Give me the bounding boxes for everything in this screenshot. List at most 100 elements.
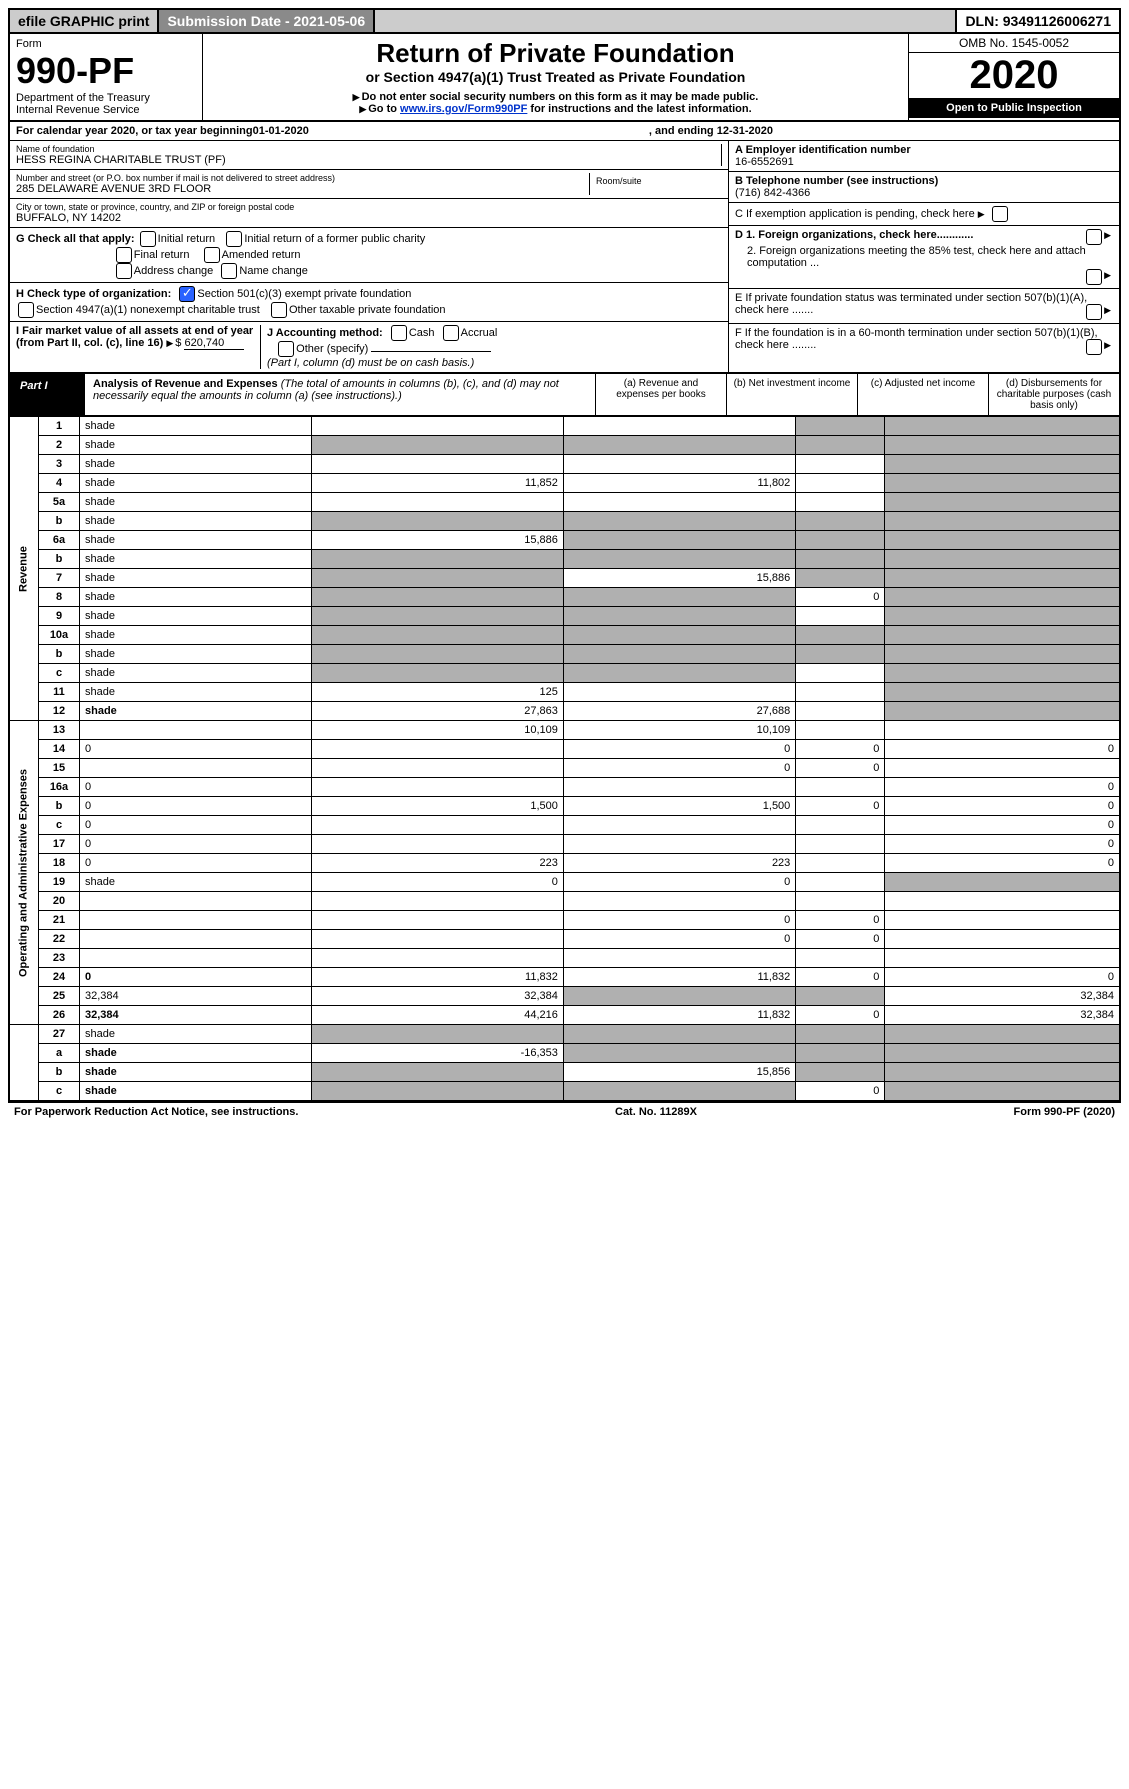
foundation-name: HESS REGINA CHARITABLE TRUST (PF)	[16, 154, 721, 166]
cell-shaded	[563, 1082, 795, 1102]
line-number: 25	[39, 987, 80, 1006]
info-right: A Employer identification number 16-6552…	[728, 141, 1119, 372]
cell-shaded	[796, 987, 885, 1006]
efile-label: efile GRAPHIC print	[10, 10, 159, 32]
line-number: 6a	[39, 531, 80, 550]
line-desc: shade	[80, 645, 312, 664]
4947-checkbox[interactable]	[18, 302, 34, 318]
cell-value: 32,384	[312, 987, 563, 1006]
name-change-checkbox[interactable]	[221, 263, 237, 279]
cell-shaded	[885, 645, 1120, 664]
cell-shaded	[796, 626, 885, 645]
line-number: 19	[39, 873, 80, 892]
cell-value	[563, 683, 795, 702]
line-number: 27	[39, 1025, 80, 1044]
phone-value: (716) 842-4366	[735, 187, 810, 199]
cell-shaded	[563, 626, 795, 645]
cell-value: 1,500	[563, 797, 795, 816]
cell-shaded	[563, 607, 795, 626]
initial-public-checkbox[interactable]	[226, 231, 242, 247]
cell-shaded	[885, 569, 1120, 588]
table-row: 1500	[9, 759, 1120, 778]
line-desc: shade	[80, 1063, 312, 1082]
other-method-checkbox[interactable]	[278, 341, 294, 357]
line-desc: shade	[80, 550, 312, 569]
cell-value: 0	[885, 778, 1120, 797]
a-box: A Employer identification number 16-6552…	[729, 141, 1119, 172]
f-checkbox[interactable]	[1086, 339, 1102, 355]
cell-value	[796, 949, 885, 968]
address-change-checkbox[interactable]	[116, 263, 132, 279]
cell-shaded	[885, 1063, 1120, 1082]
info-left: Name of foundation HESS REGINA CHARITABL…	[10, 141, 728, 372]
part1-desc: Analysis of Revenue and Expenses (The to…	[85, 374, 595, 415]
part1-label: Part I	[10, 374, 85, 415]
line-desc: shade	[80, 455, 312, 474]
cell-value	[563, 455, 795, 474]
line-number: 13	[39, 721, 80, 740]
cell-shaded	[885, 531, 1120, 550]
cell-value	[796, 455, 885, 474]
cell-shaded	[312, 1082, 563, 1102]
cell-value	[312, 455, 563, 474]
cell-value: 0	[796, 740, 885, 759]
cash-checkbox[interactable]	[391, 325, 407, 341]
header-center: Return of Private Foundation or Section …	[203, 34, 908, 120]
cell-shaded	[796, 1044, 885, 1063]
note-ssn: Do not enter social security numbers on …	[213, 91, 898, 103]
cell-value	[312, 892, 563, 911]
cell-shaded	[796, 550, 885, 569]
table-row: 2100	[9, 911, 1120, 930]
cell-shaded	[312, 607, 563, 626]
d1-checkbox[interactable]	[1086, 229, 1102, 245]
line-number: b	[39, 512, 80, 531]
table-row: 16a00	[9, 778, 1120, 797]
cell-shaded	[885, 626, 1120, 645]
amended-return-checkbox[interactable]	[204, 247, 220, 263]
cell-shaded	[563, 1025, 795, 1044]
cell-value: 27,688	[563, 702, 795, 721]
exemption-checkbox[interactable]	[992, 206, 1008, 222]
cell-shaded	[885, 1044, 1120, 1063]
cell-shaded	[796, 645, 885, 664]
cell-shaded	[885, 607, 1120, 626]
cell-shaded	[796, 569, 885, 588]
cell-value	[312, 759, 563, 778]
final-return-checkbox[interactable]	[116, 247, 132, 263]
irs-link[interactable]: www.irs.gov/Form990PF	[400, 103, 527, 115]
cell-value: 15,856	[563, 1063, 795, 1082]
form-header: Form 990-PF Department of the Treasury I…	[8, 34, 1121, 122]
cell-shaded	[796, 531, 885, 550]
accrual-checkbox[interactable]	[443, 325, 459, 341]
header-left: Form 990-PF Department of the Treasury I…	[10, 34, 203, 120]
cell-shaded	[563, 531, 795, 550]
cell-value	[312, 740, 563, 759]
line-desc	[80, 892, 312, 911]
table-row: cshade0	[9, 1082, 1120, 1102]
cell-value	[796, 702, 885, 721]
d2-checkbox[interactable]	[1086, 269, 1102, 285]
h-row: H Check type of organization: ✓Section 5…	[10, 283, 728, 322]
cell-value: 0	[563, 930, 795, 949]
table-row: 9shade	[9, 607, 1120, 626]
blank-vert	[9, 1025, 39, 1102]
line-number: 9	[39, 607, 80, 626]
line-desc: shade	[80, 512, 312, 531]
501c3-checkbox[interactable]: ✓	[179, 286, 195, 302]
line-desc: 0	[80, 740, 312, 759]
cell-value	[312, 778, 563, 797]
cell-value: 0	[563, 759, 795, 778]
cell-value	[312, 911, 563, 930]
cell-value	[796, 892, 885, 911]
irs: Internal Revenue Service	[16, 104, 196, 116]
cell-value	[796, 835, 885, 854]
cell-value: 0	[796, 911, 885, 930]
initial-return-checkbox[interactable]	[140, 231, 156, 247]
cell-shaded	[796, 1025, 885, 1044]
g-row: G Check all that apply: Initial return I…	[10, 228, 728, 283]
line-desc: shade	[80, 873, 312, 892]
other-taxable-checkbox[interactable]	[271, 302, 287, 318]
cell-value	[796, 493, 885, 512]
e-checkbox[interactable]	[1086, 304, 1102, 320]
table-row: 11shade125	[9, 683, 1120, 702]
